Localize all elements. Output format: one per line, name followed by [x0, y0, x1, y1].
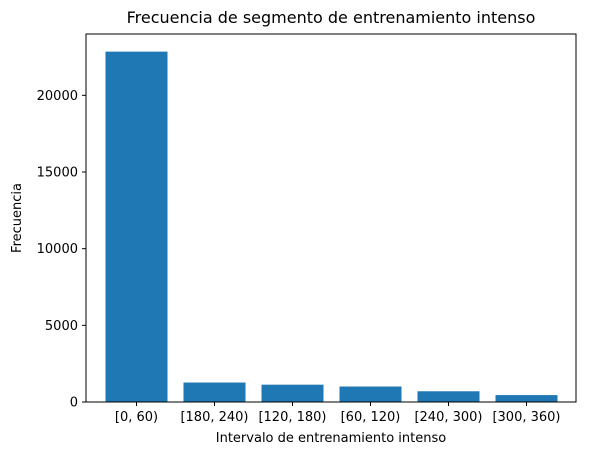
bar [105, 51, 168, 403]
x-tick-label: [0, 60) [115, 410, 158, 425]
y-tick-label: 10000 [37, 242, 78, 257]
x-tick-label: [120, 180) [258, 410, 326, 425]
plot-frame [85, 33, 577, 403]
bar [339, 386, 402, 402]
bar [417, 391, 480, 402]
y-tick-label: 20000 [37, 89, 78, 104]
chart-title: Frecuencia de segmento de entrenamiento … [127, 8, 536, 27]
y-tick-label: 0 [70, 396, 78, 411]
x-tick-label: [180, 240) [180, 410, 248, 425]
x-axis: [0, 60) [180, 240) [120, 180) [60, 120) [240… [115, 402, 561, 425]
x-tick-label: [240, 300) [414, 410, 482, 425]
x-axis-title: Intervalo de entrenamiento intenso [216, 431, 447, 446]
bar [183, 382, 246, 402]
bars-group [105, 51, 558, 403]
x-tick-label: [300, 360) [492, 410, 560, 425]
bar [261, 384, 324, 402]
x-tick-label: [60, 120) [341, 410, 401, 425]
y-tick-label: 15000 [37, 166, 78, 181]
y-axis: 0 5000 10000 15000 20000 [37, 89, 86, 411]
bar [495, 395, 558, 402]
y-tick-label: 5000 [45, 319, 78, 334]
y-axis-title: Frecuencia [10, 183, 25, 253]
